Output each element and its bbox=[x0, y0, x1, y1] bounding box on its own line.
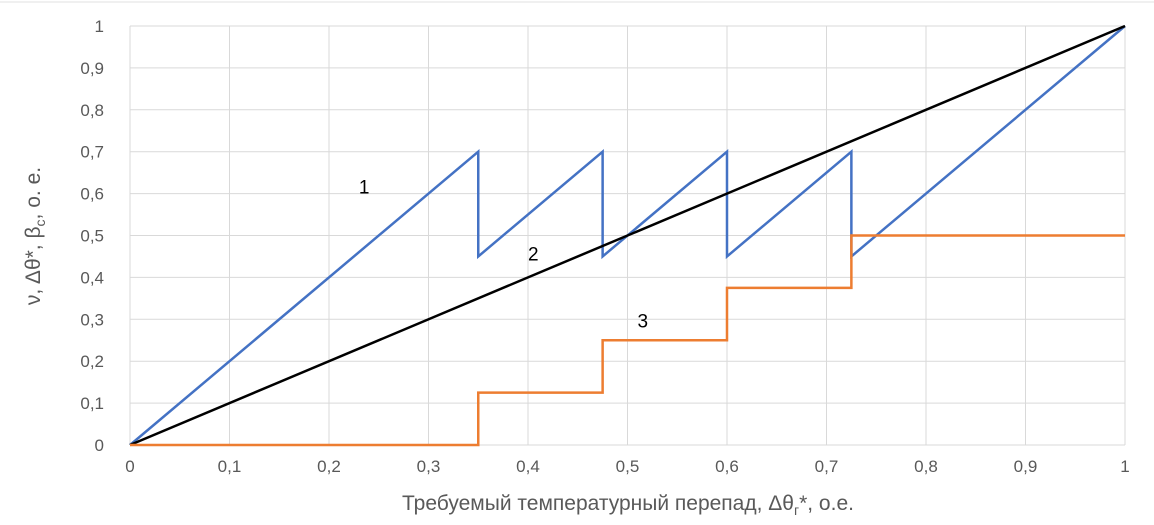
curve-label-3: 3 bbox=[637, 312, 648, 333]
tick-labels: 0 0,1 0,2 0,3 0,4 0,5 0,6 0,7 0,8 0,9 1 0 0,1 0,2 0,3 0… bbox=[80, 17, 1129, 476]
curve-labels: 1 2 3 bbox=[359, 178, 648, 333]
y-tick-label: 0,6 bbox=[80, 185, 104, 204]
curve-label-1: 1 bbox=[359, 178, 370, 199]
y-tick-label: 0,2 bbox=[80, 352, 104, 371]
y-tick-label: 1 bbox=[95, 17, 104, 36]
y-tick-label: 0,1 bbox=[80, 394, 104, 413]
curve-label-2: 2 bbox=[528, 245, 539, 266]
y-tick-label: 0,3 bbox=[80, 310, 104, 329]
x-tick-label: 0,3 bbox=[417, 457, 441, 476]
y-tick-label: 0,4 bbox=[80, 268, 104, 287]
x-axis-label: Требуемый температурный перепад, Δθг*, о… bbox=[402, 492, 854, 518]
series-3-line bbox=[130, 234, 1125, 447]
x-tick-label: 0,8 bbox=[914, 457, 938, 476]
series-2-line bbox=[129, 24, 1126, 447]
x-tick-label: 0,7 bbox=[815, 457, 839, 476]
y-tick-label: 0 bbox=[95, 436, 104, 455]
y-tick-label: 0,8 bbox=[80, 101, 104, 120]
series bbox=[129, 24, 1126, 447]
x-tick-label: 0,5 bbox=[616, 457, 640, 476]
x-tick-label: 0 bbox=[125, 457, 134, 476]
x-tick-label: 0,4 bbox=[516, 457, 540, 476]
x-tick-label: 1 bbox=[1120, 457, 1129, 476]
x-tick-label: 0,9 bbox=[1014, 457, 1038, 476]
y-axis-label: ν, Δθ*, βc, о. е. bbox=[22, 167, 48, 305]
series-1-line bbox=[129, 25, 1126, 446]
x-tick-label: 0,1 bbox=[218, 457, 242, 476]
x-tick-label: 0,6 bbox=[715, 457, 739, 476]
y-tick-label: 0,7 bbox=[80, 143, 104, 162]
y-tick-label: 0,9 bbox=[80, 59, 104, 78]
y-tick-label: 0,5 bbox=[80, 227, 104, 246]
x-tick-label: 0,2 bbox=[317, 457, 341, 476]
